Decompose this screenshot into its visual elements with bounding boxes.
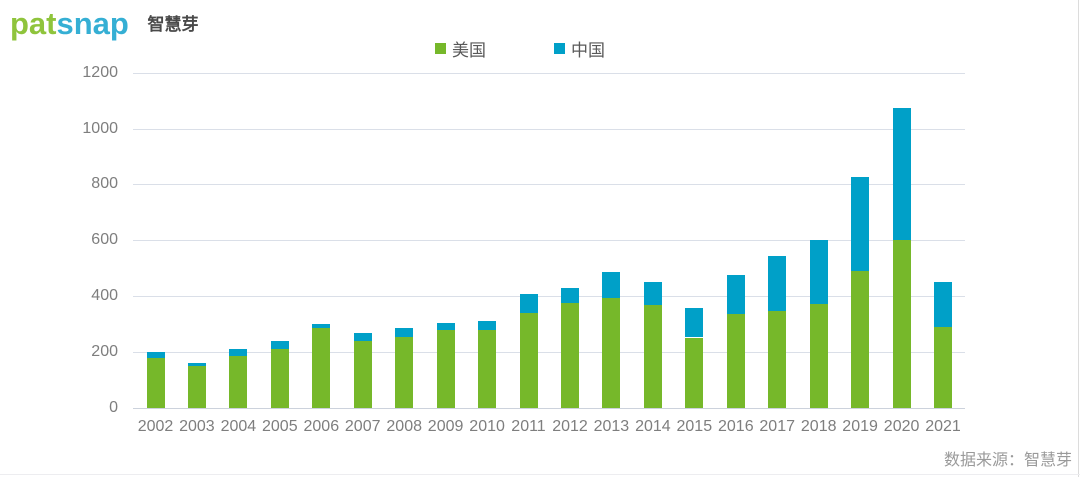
logo-text-snap: snap xyxy=(56,6,129,41)
bar-2008-美国 xyxy=(395,336,414,408)
x-axis-tick-label: 2006 xyxy=(303,418,340,435)
x-axis-tick-label: 2010 xyxy=(469,418,505,435)
bar-2015-中国 xyxy=(685,308,704,338)
bar-2002-美国 xyxy=(146,357,165,408)
bar-2007-中国 xyxy=(353,333,372,341)
bar-2009-中国 xyxy=(436,322,455,331)
gridline-1000 xyxy=(133,128,965,130)
logo-suffix-zhihuiya: 智慧芽 xyxy=(147,15,199,34)
x-axis-tick-label: 2017 xyxy=(759,418,795,435)
y-axis-tick-label: 800 xyxy=(91,175,118,193)
x-axis-tick-label: 2021 xyxy=(925,418,961,435)
bar-2011-美国 xyxy=(519,313,538,408)
gridline-800 xyxy=(133,184,965,186)
bar-2012-美国 xyxy=(561,302,579,408)
bar-2006-美国 xyxy=(312,328,331,408)
bar-2018-中国 xyxy=(809,240,828,304)
y-axis-tick-label: 600 xyxy=(91,231,118,249)
bar-2008-中国 xyxy=(395,327,414,337)
x-axis-tick-label: 2014 xyxy=(635,418,671,435)
bar-2014-美国 xyxy=(643,304,662,408)
y-axis-tick-label: 400 xyxy=(91,287,118,305)
bar-2006-中国 xyxy=(312,324,331,329)
bar-2019-中国 xyxy=(851,177,870,271)
bar-2004-中国 xyxy=(229,349,248,357)
bar-2017-中国 xyxy=(768,255,787,311)
legend-swatch-us-icon xyxy=(435,42,446,54)
bar-2009-美国 xyxy=(436,330,455,408)
bar-2019-美国 xyxy=(851,271,870,408)
patsnap-logo: patsnap 智慧芽 xyxy=(10,6,198,42)
y-axis-tick-label: 200 xyxy=(91,343,118,361)
bar-2021-中国 xyxy=(934,282,952,327)
gridline-600 xyxy=(133,240,965,242)
y-axis-tick-label: 1200 xyxy=(82,63,118,81)
page-right-edge xyxy=(1078,0,1079,477)
y-axis-tick-label: 1000 xyxy=(82,119,118,137)
bar-2004-美国 xyxy=(229,356,248,408)
x-axis-tick-label: 2020 xyxy=(883,418,920,435)
x-axis-tick-label: 2012 xyxy=(552,418,588,435)
bar-2007-美国 xyxy=(353,340,372,408)
bar-2020-中国 xyxy=(892,107,911,241)
bar-2003-美国 xyxy=(187,366,206,408)
legend-label-us: 美国 xyxy=(452,40,486,60)
bar-2013-美国 xyxy=(602,297,621,408)
bar-2005-美国 xyxy=(270,349,289,408)
x-axis-tick-label: 2002 xyxy=(137,418,174,435)
legend-label-cn: 中国 xyxy=(571,40,605,60)
x-axis-tick-label: 2019 xyxy=(842,418,878,435)
x-axis-tick-label: 2005 xyxy=(262,418,298,435)
x-axis-tick-label: 2008 xyxy=(386,418,422,435)
gridline-0 xyxy=(133,408,965,409)
x-axis-tick-label: 2004 xyxy=(220,418,257,435)
x-axis-tick-label: 2018 xyxy=(800,418,837,435)
gridline-1200 xyxy=(133,72,965,74)
gridline-200 xyxy=(133,352,965,354)
page-bottom-edge xyxy=(0,474,1080,475)
x-axis-tick-label: 2016 xyxy=(718,418,754,435)
bar-2003-中国 xyxy=(187,363,206,367)
legend-item-cn: 中国 xyxy=(554,38,605,60)
x-axis-tick-label: 2003 xyxy=(179,418,215,435)
x-axis-tick-label: 2009 xyxy=(427,418,464,435)
bar-2016-中国 xyxy=(726,274,745,314)
bar-2015-美国 xyxy=(685,337,704,408)
bar-2010-中国 xyxy=(478,321,497,331)
data-source-note: 数据来源：智慧芽 xyxy=(943,452,1072,469)
bar-2017-美国 xyxy=(768,310,787,408)
bar-2011-中国 xyxy=(519,294,538,313)
x-axis-tick-label: 2015 xyxy=(676,418,713,435)
bar-2013-中国 xyxy=(602,271,621,298)
x-axis-tick-label: 2011 xyxy=(511,418,546,435)
logo-text-pat: pat xyxy=(10,6,57,41)
bar-2020-美国 xyxy=(892,240,911,408)
x-axis-tick-label: 2007 xyxy=(344,418,381,435)
bar-2014-中国 xyxy=(643,282,662,305)
bar-2021-美国 xyxy=(934,326,952,408)
bar-2002-中国 xyxy=(146,352,165,358)
y-axis-tick-label: 0 xyxy=(109,399,118,416)
x-axis-tick-label: 2013 xyxy=(593,418,630,435)
bar-2010-美国 xyxy=(478,330,497,408)
legend-item-us: 美国 xyxy=(435,38,486,60)
gridline-400 xyxy=(133,296,965,298)
bar-2012-中国 xyxy=(561,287,579,303)
bar-2016-美国 xyxy=(726,313,745,408)
bar-2018-美国 xyxy=(809,304,828,408)
legend-swatch-cn-icon xyxy=(554,42,565,54)
bar-2005-中国 xyxy=(270,340,289,350)
